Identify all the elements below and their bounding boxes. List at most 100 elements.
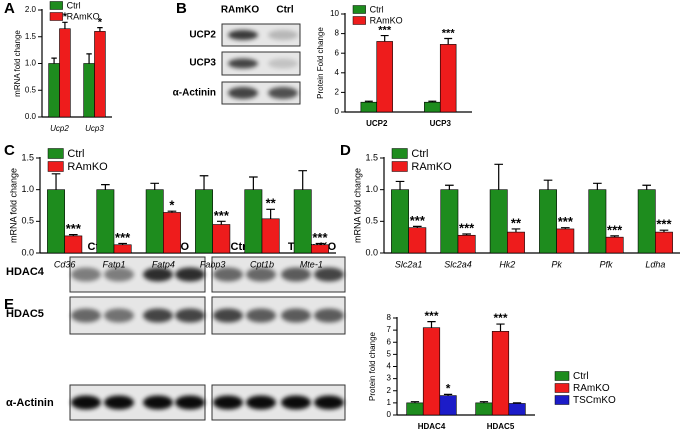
bar	[163, 212, 181, 254]
blot-band	[71, 395, 101, 410]
bar	[556, 228, 575, 254]
y-axis-label: mRNA fold change	[8, 168, 18, 243]
chart: 0.0 0.5 1.0 1.5 2.0 mRNA fold change Ucp2 * Ucp3…	[13, 0, 112, 133]
bar	[605, 236, 624, 254]
significance-label: ***	[558, 214, 574, 229]
blot-band	[175, 395, 205, 410]
y-tick-label: 4	[335, 68, 340, 77]
x-tick-label: Pk	[551, 259, 562, 269]
error-bar	[150, 182, 160, 190]
blot-background	[221, 23, 301, 47]
error-bar	[496, 323, 505, 332]
legend-label: RAmKO	[411, 161, 452, 173]
x-tick-label: Ucp3	[85, 124, 104, 133]
bar	[48, 63, 60, 118]
blot-band	[143, 395, 173, 410]
y-tick-label: 0.0	[25, 112, 37, 121]
x-tick-label: HDAC5	[487, 422, 515, 431]
y-tick-label: 0.5	[365, 216, 378, 226]
bar	[311, 244, 329, 254]
y-tick-label: 2	[335, 88, 340, 97]
blot-band	[104, 308, 134, 323]
blot-row-label: α-Actinin	[6, 397, 54, 409]
panel-letter: A	[4, 0, 15, 17]
y-axis-label: Protein fold change	[368, 331, 377, 400]
blot-band	[228, 87, 258, 99]
y-tick-label: 0.0	[365, 247, 378, 257]
significance-label: *	[98, 17, 103, 29]
bar	[539, 189, 557, 254]
bar	[439, 44, 457, 113]
error-bar	[543, 179, 553, 190]
blot-background	[221, 51, 301, 76]
x-tick-label: UCP2	[366, 119, 388, 128]
blot-band	[314, 267, 344, 282]
y-tick-label: 5	[387, 349, 392, 358]
significance-label: *	[169, 198, 175, 213]
blot-band	[143, 267, 173, 282]
error-bar	[610, 235, 619, 238]
error-bar	[427, 321, 436, 328]
y-tick-label: 1.5	[25, 32, 37, 41]
error-bar	[560, 227, 570, 229]
legend-label: RAmKO	[67, 11, 100, 21]
bar	[293, 189, 312, 254]
error-bar	[216, 220, 226, 225]
legend-label: Ctrl	[67, 0, 81, 10]
bar	[508, 403, 526, 416]
legend-swatch	[47, 148, 64, 159]
panel-letter: D	[340, 142, 351, 159]
bar	[457, 234, 476, 254]
blot-band	[175, 308, 205, 323]
significance-label: *	[446, 382, 451, 396]
blot-band	[71, 308, 101, 323]
blot-row-label: UCP3	[189, 58, 216, 69]
bar	[83, 63, 95, 118]
error-bar	[249, 176, 258, 190]
chart: 0 2 4 6 8 10 Protein Fold change UCP2 *** UCP3 ***…	[316, 4, 472, 128]
x-tick-label: Fabp3	[200, 259, 226, 269]
error-bar	[97, 27, 103, 32]
y-tick-label: 1.0	[21, 184, 34, 194]
blot-band	[246, 395, 276, 410]
bar	[145, 189, 164, 254]
blot-band	[268, 30, 298, 40]
error-bar	[62, 21, 68, 29]
bar	[655, 231, 673, 254]
y-tick-label: 8	[387, 313, 392, 322]
error-bar	[86, 53, 92, 64]
blot-band	[268, 87, 298, 99]
bar	[261, 218, 280, 254]
error-bar	[511, 228, 521, 233]
bar	[475, 402, 493, 416]
x-tick-label: UCP3	[430, 119, 452, 128]
y-tick-label: 0.5	[21, 216, 34, 226]
bar	[113, 244, 132, 254]
error-bar	[443, 393, 453, 396]
bar	[195, 189, 213, 254]
blot-row-label: α-Actinin	[173, 88, 216, 99]
x-tick-label: Slc2a4	[444, 259, 472, 269]
y-tick-label: 0	[387, 410, 392, 419]
significance-label: ***	[66, 221, 82, 236]
blot-band	[175, 267, 205, 282]
blot-band	[213, 267, 243, 282]
y-tick-label: 1.0	[25, 59, 37, 68]
bar	[406, 402, 424, 416]
error-bar	[395, 180, 405, 190]
y-tick-label: 8	[335, 29, 340, 38]
significance-label: ***	[459, 220, 475, 235]
blot-band	[281, 395, 311, 410]
legend-swatch	[391, 161, 408, 172]
legend-label: Ctrl	[370, 4, 384, 14]
legend-swatch	[47, 161, 64, 172]
x-tick-label: Pfk	[599, 259, 613, 269]
legend-swatch	[352, 16, 366, 25]
y-tick-label: 1	[387, 398, 392, 407]
y-axis-label: mRNA fold change	[352, 168, 362, 243]
blot-row-label: HDAC4	[6, 266, 45, 278]
error-bar	[118, 242, 127, 245]
